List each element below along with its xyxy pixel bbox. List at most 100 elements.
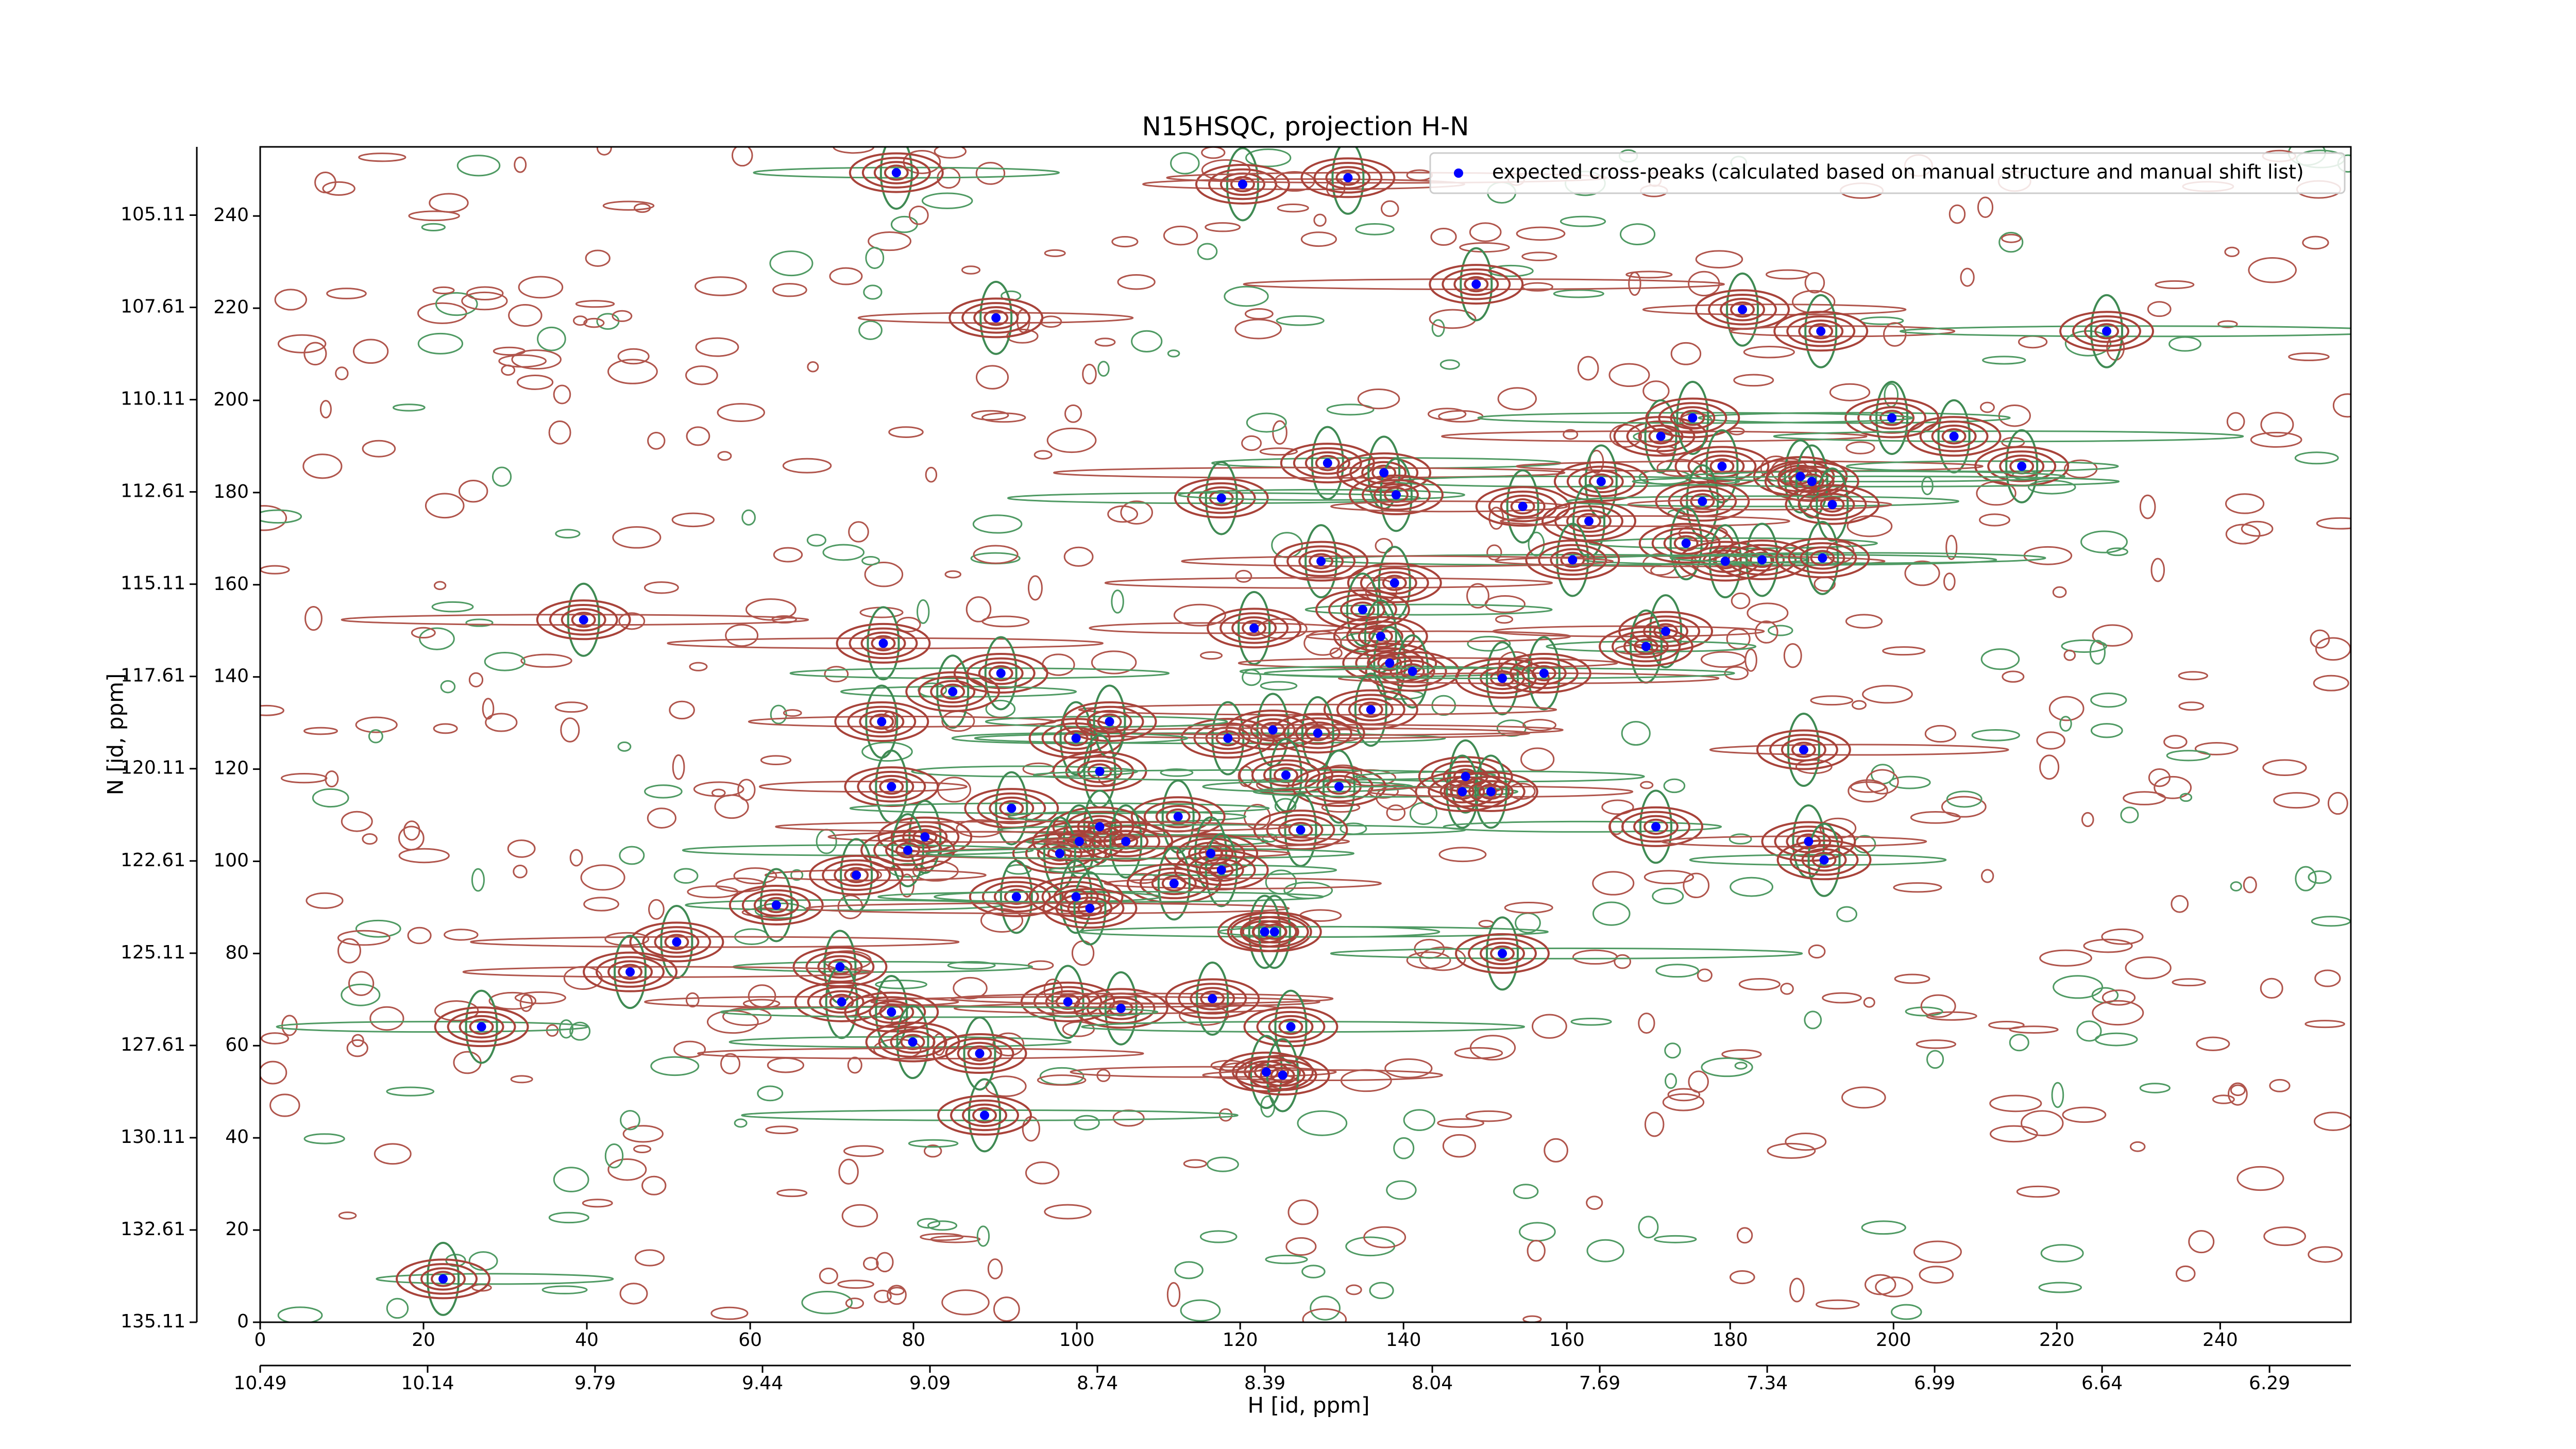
noise-contour xyxy=(822,950,872,970)
noise-contour xyxy=(1980,401,1995,413)
noise-contour xyxy=(643,581,679,594)
peak-marker xyxy=(1681,538,1691,548)
noise-contour xyxy=(585,249,611,267)
streak-contour xyxy=(1089,622,1344,634)
peak-contour xyxy=(1087,710,1132,734)
noise-contour xyxy=(1889,776,1931,789)
noise-contour xyxy=(633,1144,652,1153)
peak-contour xyxy=(1304,451,1350,475)
peak-marker xyxy=(1656,431,1666,441)
peak-contour-green xyxy=(1669,506,1703,581)
noise-contour xyxy=(861,556,880,566)
noise-contour xyxy=(1321,802,1361,813)
noise-contour xyxy=(899,873,915,898)
peak-contour xyxy=(993,885,1039,909)
peak-contour-green xyxy=(1238,591,1271,665)
noise-contour xyxy=(1442,1134,1477,1158)
noise-contour xyxy=(887,1285,907,1305)
peak-contour xyxy=(1348,698,1394,721)
noise-contour xyxy=(1369,1282,1394,1300)
noise-contour xyxy=(2048,696,2084,721)
noise-contour xyxy=(2147,301,2172,317)
peak-contour xyxy=(827,958,853,975)
peak-contour xyxy=(1808,323,1834,340)
noise-contour xyxy=(2052,586,2067,598)
noise-contour xyxy=(1310,1295,1341,1321)
noise-contour xyxy=(1272,420,1287,445)
noise-contour xyxy=(1643,870,1694,885)
y-tick-label: 140 xyxy=(213,666,249,687)
noise-contour xyxy=(277,1306,323,1322)
noise-contour xyxy=(920,1233,964,1241)
x2-tick-label: 9.44 xyxy=(742,1373,783,1394)
peak-marker xyxy=(1498,949,1507,958)
peak-contour xyxy=(918,676,988,708)
streak-contour xyxy=(1516,460,1984,473)
peak-marker xyxy=(1334,782,1344,791)
noise-contour xyxy=(1259,447,1298,456)
noise-contour xyxy=(1982,356,2026,365)
peak-contour xyxy=(1283,717,1352,749)
noise-contour xyxy=(1891,1304,1922,1320)
peak-marker xyxy=(1816,326,1826,336)
peak-contour xyxy=(1315,454,1340,471)
noise-contour xyxy=(518,276,564,299)
peak-contour xyxy=(1475,486,1570,527)
noise-contour xyxy=(1780,983,1794,995)
noise-contour xyxy=(1592,871,1635,896)
peak-marker xyxy=(1173,812,1183,821)
noise-contour xyxy=(352,339,389,364)
peak-contour xyxy=(1599,626,1694,667)
peak-contour xyxy=(1055,892,1125,924)
peak-contour-green xyxy=(1556,523,1589,597)
peak-marker xyxy=(1269,927,1279,937)
noise-contour xyxy=(303,727,338,735)
peak-contour-green xyxy=(567,582,600,657)
peak-marker xyxy=(891,168,901,178)
peak-contour xyxy=(1091,825,1161,857)
peak-marker xyxy=(878,638,888,648)
peak-contour xyxy=(764,897,789,914)
noise-contour xyxy=(734,1118,748,1128)
peak-contour-green xyxy=(1726,272,1759,347)
noise-contour xyxy=(458,480,488,503)
peak-contour xyxy=(1785,484,1880,525)
noise-contour xyxy=(269,1093,300,1117)
noise-contour xyxy=(790,869,804,881)
noise-contour xyxy=(2230,881,2242,891)
noise-contour xyxy=(1111,235,1139,248)
noise-contour xyxy=(671,512,715,528)
noise-contour xyxy=(1459,242,1510,253)
noise-contour xyxy=(1241,435,1262,451)
peak-contour-green xyxy=(1506,469,1539,544)
noise-contour xyxy=(619,846,645,865)
noise-contour xyxy=(1097,361,1110,377)
streak-contour xyxy=(1079,925,1549,938)
noise-contour xyxy=(772,283,807,297)
noise-contour xyxy=(745,598,796,621)
peak-contour xyxy=(1042,888,1138,929)
peak-contour xyxy=(1055,993,1080,1010)
peak-marker xyxy=(579,615,588,625)
y-tick-label: 60 xyxy=(225,1034,249,1055)
streak-contour xyxy=(1773,430,2244,443)
peak-contour xyxy=(1053,726,1099,750)
x-tick-label: 60 xyxy=(738,1329,762,1351)
noise-contour xyxy=(760,755,792,766)
noise-contour xyxy=(941,710,975,732)
streak-contour xyxy=(1252,785,1519,798)
peak-contour-green xyxy=(465,989,498,1064)
peak-contour xyxy=(1278,1018,1303,1035)
noise-contour xyxy=(1621,721,1651,746)
noise-contour xyxy=(669,700,695,720)
noise-contour xyxy=(1979,513,2010,527)
peak-contour xyxy=(1775,537,1870,579)
noise-contour xyxy=(1522,1315,1542,1322)
peak-contour xyxy=(1335,170,1361,186)
noise-contour xyxy=(714,794,749,819)
noise-contour xyxy=(890,215,918,233)
noise-contour xyxy=(1025,1161,1060,1185)
noise-contour xyxy=(484,652,526,671)
noise-contour xyxy=(346,1039,368,1057)
noise-contour xyxy=(1728,833,1752,845)
